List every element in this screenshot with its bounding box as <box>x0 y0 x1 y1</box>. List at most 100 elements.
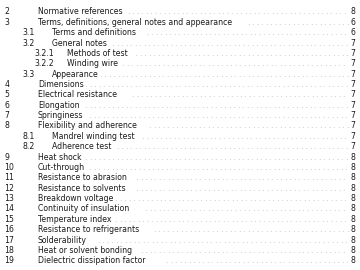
Text: .: . <box>251 142 253 151</box>
Text: .: . <box>266 90 269 99</box>
Text: .: . <box>102 111 104 120</box>
Text: .: . <box>178 111 181 120</box>
Text: .: . <box>131 59 133 68</box>
Text: .: . <box>183 142 186 151</box>
Text: 7: 7 <box>351 49 356 58</box>
Text: .: . <box>332 256 334 265</box>
Text: .: . <box>252 246 255 255</box>
Text: .: . <box>217 90 219 99</box>
Text: .: . <box>300 153 302 161</box>
Text: .: . <box>152 80 154 89</box>
Text: .: . <box>223 111 226 120</box>
Text: .: . <box>300 142 302 151</box>
Text: .: . <box>130 39 132 48</box>
Text: .: . <box>343 132 346 141</box>
Text: .: . <box>144 70 146 79</box>
Text: .: . <box>183 235 185 245</box>
Text: .: . <box>265 59 268 68</box>
Text: .: . <box>150 132 153 141</box>
Text: .: . <box>346 18 348 27</box>
Text: .: . <box>243 173 246 182</box>
Text: .: . <box>270 122 272 130</box>
Text: .: . <box>273 256 276 265</box>
Text: .: . <box>192 235 194 245</box>
Text: .: . <box>296 18 299 27</box>
Text: .: . <box>264 153 266 161</box>
Text: .: . <box>253 8 255 16</box>
Text: .: . <box>336 256 339 265</box>
Text: .: . <box>136 184 138 193</box>
Text: 8: 8 <box>351 194 356 203</box>
Text: .: . <box>294 28 296 37</box>
Text: .: . <box>212 184 215 193</box>
Text: .: . <box>300 163 302 172</box>
Text: .: . <box>204 28 207 37</box>
Text: .: . <box>288 204 291 213</box>
Text: .: . <box>325 215 328 224</box>
Text: 7: 7 <box>351 59 356 68</box>
Text: .: . <box>309 256 312 265</box>
Text: .: . <box>116 101 118 110</box>
Text: .: . <box>285 194 287 203</box>
Text: .: . <box>319 18 321 27</box>
Text: .: . <box>119 194 121 203</box>
Text: .: . <box>198 70 200 79</box>
Text: .: . <box>230 246 232 255</box>
Text: .: . <box>111 101 114 110</box>
Text: .: . <box>242 142 244 151</box>
Text: .: . <box>236 132 238 141</box>
Text: .: . <box>139 39 141 48</box>
Text: .: . <box>231 28 234 37</box>
Text: .: . <box>279 184 282 193</box>
Text: .: . <box>304 153 307 161</box>
Text: .: . <box>152 111 154 120</box>
Text: .: . <box>288 90 291 99</box>
Text: .: . <box>291 163 293 172</box>
Text: .: . <box>270 225 272 234</box>
Text: .: . <box>274 204 277 213</box>
Text: .: . <box>227 132 229 141</box>
Text: .: . <box>239 8 242 16</box>
Text: .: . <box>234 204 237 213</box>
Text: .: . <box>149 246 151 255</box>
Text: .: . <box>265 122 268 130</box>
Text: Dimensions: Dimensions <box>38 80 84 89</box>
Text: .: . <box>202 49 204 58</box>
Text: .: . <box>235 28 238 37</box>
Text: .: . <box>323 225 326 234</box>
Text: .: . <box>248 90 251 99</box>
Text: .: . <box>273 142 275 151</box>
Text: .: . <box>304 80 307 89</box>
Text: .: . <box>208 90 210 99</box>
Text: .: . <box>189 225 191 234</box>
Text: .: . <box>116 163 118 172</box>
Text: .: . <box>319 59 322 68</box>
Text: .: . <box>190 215 193 224</box>
Text: .: . <box>304 235 306 245</box>
Text: .: . <box>148 39 150 48</box>
Text: .: . <box>268 235 270 245</box>
Text: .: . <box>230 90 233 99</box>
Text: .: . <box>197 256 199 265</box>
Text: .: . <box>173 28 175 37</box>
Text: .: . <box>120 80 123 89</box>
Text: .: . <box>240 215 243 224</box>
Text: .: . <box>311 246 313 255</box>
Text: .: . <box>329 90 332 99</box>
Text: .: . <box>343 194 346 203</box>
Text: .: . <box>193 122 196 130</box>
Text: .: . <box>307 28 310 37</box>
Text: .: . <box>279 246 282 255</box>
Text: .: . <box>314 49 316 58</box>
Text: .: . <box>202 59 205 68</box>
Text: .: . <box>198 204 201 213</box>
Text: .: . <box>195 132 198 141</box>
Text: .: . <box>303 194 305 203</box>
Text: .: . <box>250 163 253 172</box>
Text: .: . <box>195 194 198 203</box>
Text: .: . <box>287 39 289 48</box>
Text: .: . <box>201 101 203 110</box>
Text: .: . <box>149 204 151 213</box>
Text: .: . <box>265 204 268 213</box>
Text: .: . <box>281 132 283 141</box>
